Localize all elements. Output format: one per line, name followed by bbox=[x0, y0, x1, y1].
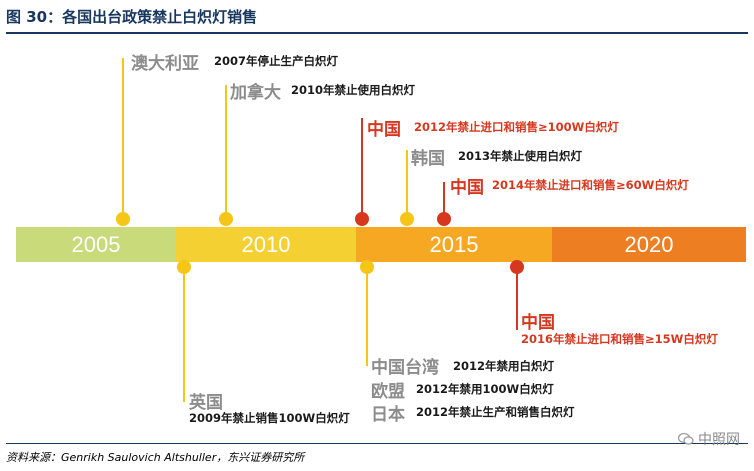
timeline-segment-2020: 2020 bbox=[552, 227, 746, 262]
wechat-icon bbox=[677, 432, 694, 446]
period-label-2015: 2015 bbox=[429, 232, 479, 257]
source-note: 资料来源：Genrikh Saulovich Altshuller，东兴证券研究… bbox=[6, 451, 305, 464]
period-label-2010: 2010 bbox=[241, 232, 291, 257]
timeline-segment-2005: 2005 bbox=[16, 227, 176, 262]
event-description: 2010年禁止使用白炽灯 bbox=[291, 83, 416, 97]
event-country: 加拿大 bbox=[230, 83, 281, 103]
event-marker bbox=[400, 212, 414, 226]
event-country: 澳大利亚 bbox=[131, 54, 199, 74]
event-description: 2012年禁止进口和销售≥100W白炽灯 bbox=[414, 120, 619, 134]
event-stem bbox=[406, 150, 408, 218]
event-stem bbox=[225, 85, 227, 218]
event-marker bbox=[355, 212, 369, 226]
event-marker bbox=[510, 260, 524, 274]
source-divider bbox=[6, 443, 748, 444]
event-description: 2012年禁用100W白炽灯 bbox=[416, 382, 554, 396]
event-stem bbox=[366, 270, 368, 366]
event-stem bbox=[183, 270, 185, 402]
event-stem bbox=[361, 118, 363, 218]
event-stem bbox=[122, 58, 124, 218]
event-country: 韩国 bbox=[411, 149, 445, 169]
event-marker bbox=[219, 212, 233, 226]
watermark-text: 中照网 bbox=[698, 432, 740, 448]
watermark: 中照网 bbox=[677, 429, 740, 449]
event-marker bbox=[437, 212, 451, 226]
event-marker bbox=[360, 260, 374, 274]
event-description: 2016年禁止进口和销售≥15W白炽灯 bbox=[521, 332, 718, 346]
event-country: 中国 bbox=[367, 120, 401, 140]
event-description: 2012年禁用白炽灯 bbox=[453, 359, 555, 373]
event-country: 英国 bbox=[189, 393, 223, 413]
event-description: 2012年禁止生产和销售白炽灯 bbox=[416, 405, 575, 419]
period-label-2005: 2005 bbox=[71, 232, 121, 257]
event-country: 中国 bbox=[450, 178, 484, 198]
event-country: 欧盟 bbox=[371, 382, 405, 402]
event-description: 2014年禁止进口和销售≥60W白炽灯 bbox=[492, 178, 689, 192]
event-country: 中国台湾 bbox=[371, 358, 439, 378]
period-label-2020: 2020 bbox=[624, 232, 674, 257]
timeline-segment-2010: 2010 bbox=[176, 227, 356, 262]
title-divider bbox=[6, 32, 748, 34]
event-country: 中国 bbox=[521, 313, 555, 333]
event-description: 2007年停止生产白炽灯 bbox=[214, 54, 339, 68]
event-description: 2009年禁止销售100W白炽灯 bbox=[189, 411, 350, 425]
event-stem bbox=[443, 182, 445, 218]
event-description: 2013年禁止使用白炽灯 bbox=[458, 149, 583, 163]
event-marker bbox=[177, 260, 191, 274]
event-country: 日本 bbox=[371, 405, 405, 425]
event-marker bbox=[116, 212, 130, 226]
timeline-segment-2015: 2015 bbox=[356, 227, 552, 262]
figure-title: 图 30：各国出台政策禁止白炽灯销售 bbox=[6, 8, 258, 26]
event-stem bbox=[516, 270, 518, 330]
